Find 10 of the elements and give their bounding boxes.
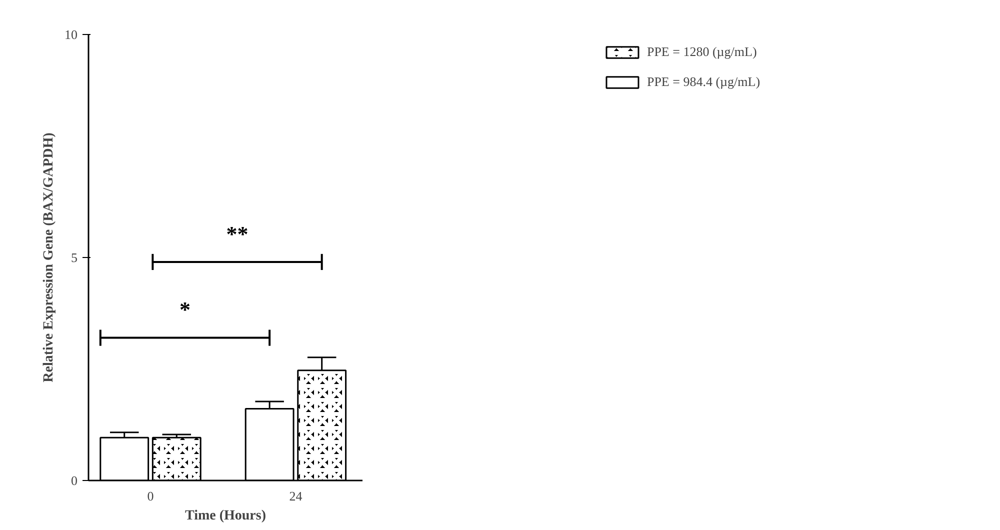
x-tick-label: 24 <box>289 488 303 504</box>
y-tick-label: 5 <box>71 250 78 265</box>
x-axis-title: Time (Hours) <box>184 508 266 524</box>
legend-label: PPE = 1280 (µg/mL) <box>646 44 757 60</box>
y-tick-label: 0 <box>71 473 78 488</box>
y-axis-title: Relative Expression Gene (BAX/GAPDH) <box>42 132 56 382</box>
annotation: * <box>179 297 190 322</box>
y-tick-label: 10 <box>64 27 78 42</box>
annotation: ** <box>226 221 248 246</box>
legend-label: PPE = 984.4 (µg/mL) <box>646 74 760 90</box>
